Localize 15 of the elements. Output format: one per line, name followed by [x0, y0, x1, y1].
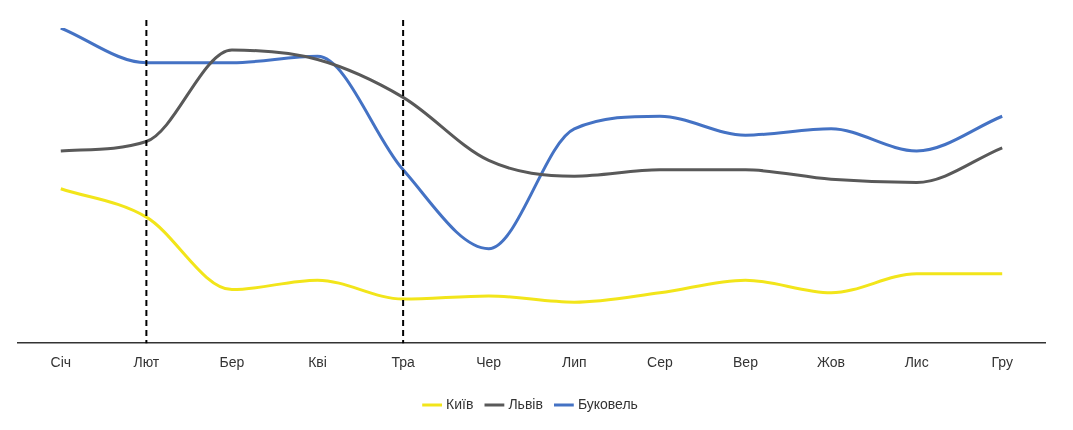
x-tick-label: Лип — [561, 354, 587, 371]
x-tick-label: Жов — [817, 354, 846, 371]
x-tick-label: Сер — [647, 354, 673, 371]
legend-label: Львів — [508, 395, 543, 412]
x-tick-label: Вер — [733, 354, 759, 371]
x-tick-label: Січ — [50, 354, 72, 371]
x-tick-label: Гру — [991, 354, 1013, 371]
legend-label: Буковель — [577, 395, 638, 412]
x-tick-label: Чер — [476, 354, 502, 371]
x-tick-label: Тра — [391, 354, 415, 371]
x-tick-label: Бер — [219, 354, 245, 371]
x-tick-label: Лис — [904, 354, 929, 371]
x-tick-label: Лют — [133, 354, 160, 371]
x-tick-label: Кві — [308, 354, 327, 371]
legend-label: Київ — [446, 395, 474, 412]
